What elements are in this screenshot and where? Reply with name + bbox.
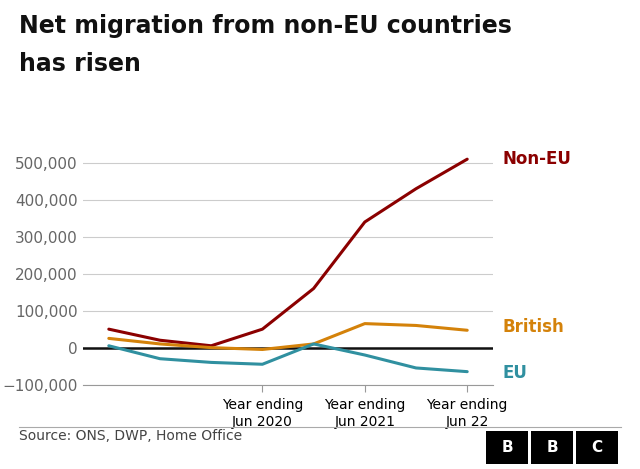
Text: EU: EU [502, 364, 527, 383]
Text: B: B [546, 440, 558, 455]
Text: C: C [591, 440, 602, 455]
Text: has risen: has risen [19, 52, 141, 76]
Text: Non-EU: Non-EU [502, 150, 572, 168]
Text: British: British [502, 318, 564, 336]
Text: Net migration from non-EU countries: Net migration from non-EU countries [19, 14, 512, 38]
Text: Source: ONS, DWP, Home Office: Source: ONS, DWP, Home Office [19, 429, 243, 443]
Text: B: B [501, 440, 513, 455]
